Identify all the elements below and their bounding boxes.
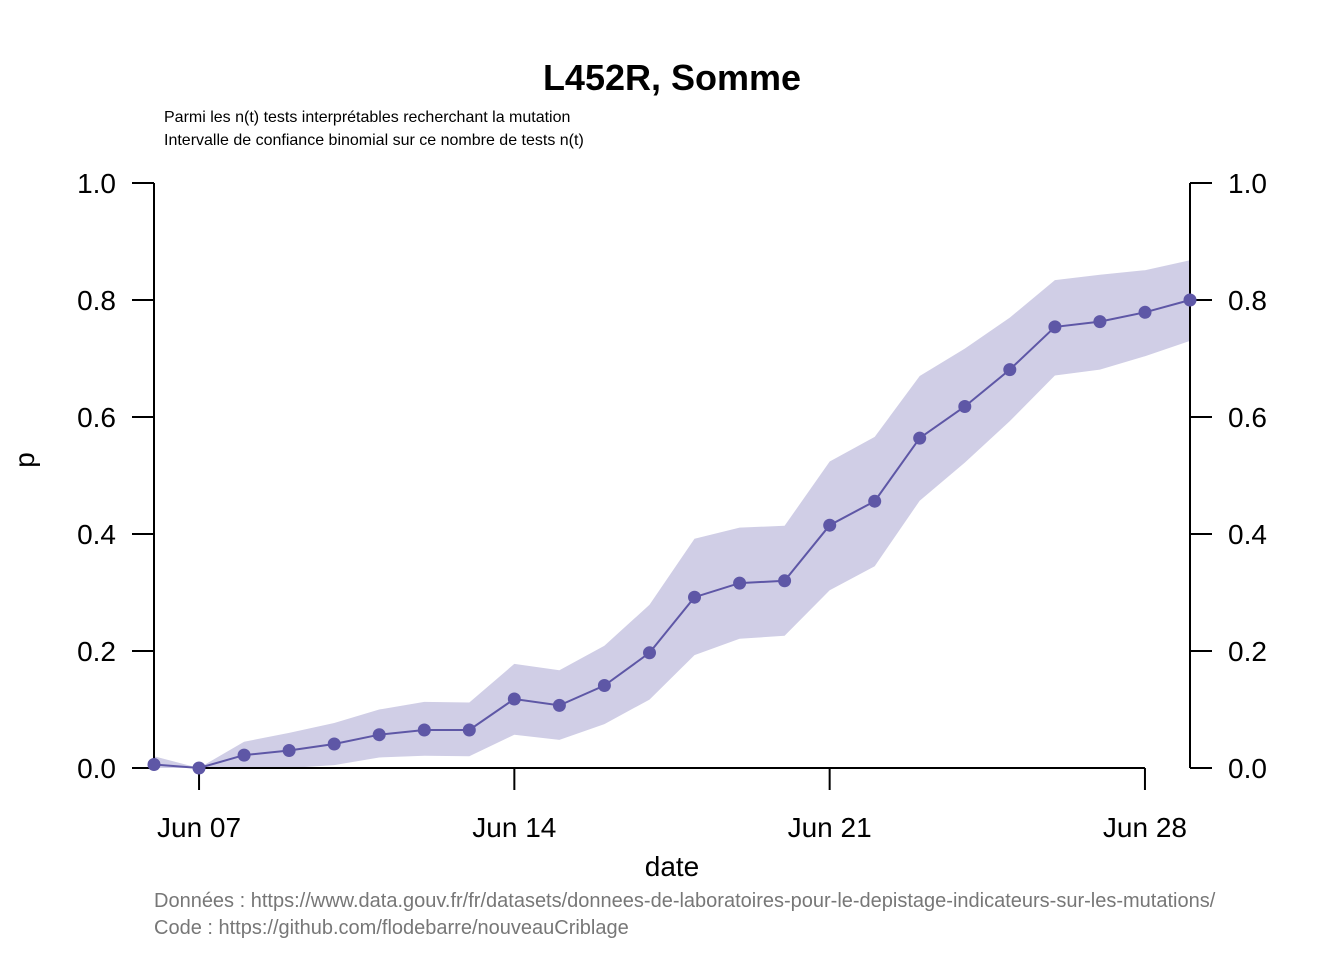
- data-point: [552, 698, 566, 712]
- data-point: [958, 400, 972, 413]
- data-point: [823, 518, 837, 532]
- y-tick-label-right: 0.8: [1228, 285, 1267, 316]
- data-point: [282, 744, 296, 757]
- y-tick-label-right: 0.0: [1228, 753, 1267, 784]
- y-tick-label-left: 0.0: [77, 753, 116, 784]
- y-tick-label-left: 1.0: [77, 168, 116, 199]
- series-line: [153, 299, 1191, 770]
- data-point: [1183, 293, 1197, 307]
- caption-data-source: Données : https://www.data.gouv.fr/fr/da…: [154, 890, 1216, 912]
- data-point: [597, 679, 611, 692]
- data-point: [507, 692, 521, 706]
- y-tick-label-left: 0.8: [77, 285, 116, 316]
- data-point: [1138, 305, 1152, 319]
- data-point: [417, 723, 431, 737]
- data-point: [1048, 320, 1062, 334]
- axes-layer: 0.0 0.0 0.2 0.2 0.4 0.4 0.6 0.6 0.8 0.8 1.0 1.0 Jun …: [77, 168, 1267, 843]
- data-point: [778, 574, 792, 588]
- confidence-band: [154, 260, 1190, 768]
- data-point: [327, 737, 341, 751]
- y-tick-label-right: 0.6: [1228, 402, 1267, 433]
- data-point: [643, 646, 656, 660]
- caption-code-source: Code : https://github.com/flodebarre/nou…: [154, 917, 629, 939]
- data-point: [147, 758, 161, 771]
- data-point: [462, 723, 476, 737]
- data-point: [688, 590, 701, 604]
- x-tick-label: Jun 14: [472, 812, 556, 843]
- data-point: [237, 748, 251, 762]
- y-axis-title: p: [9, 452, 40, 468]
- data-point: [1093, 315, 1107, 329]
- data-point: [192, 761, 206, 775]
- y-tick-label-right: 1.0: [1228, 168, 1267, 199]
- subtitle-line-2: Intervalle de confiance binomial sur ce …: [164, 132, 584, 149]
- x-axis-title: date: [645, 851, 700, 882]
- x-tick-label: Jun 28: [1103, 812, 1187, 843]
- y-tick-label-right: 0.4: [1228, 519, 1267, 550]
- x-tick-label: Jun 07: [157, 812, 241, 843]
- x-tick-label: Jun 21: [788, 812, 872, 843]
- y-tick-label-left: 0.4: [77, 519, 116, 550]
- confidence-band-layer: [154, 260, 1190, 768]
- data-point: [868, 494, 882, 508]
- chart-title: L452R, Somme: [543, 57, 801, 98]
- data-point: [913, 431, 927, 445]
- y-tick-label-left: 0.6: [77, 402, 116, 433]
- y-tick-label-right: 0.2: [1228, 636, 1267, 667]
- data-point: [1003, 363, 1017, 377]
- data-point: [733, 576, 747, 590]
- subtitle-line-1: Parmi les n(t) tests interprétables rech…: [164, 109, 570, 126]
- y-tick-label-left: 0.2: [77, 636, 116, 667]
- series-layer: [147, 293, 1197, 775]
- data-point: [372, 728, 386, 742]
